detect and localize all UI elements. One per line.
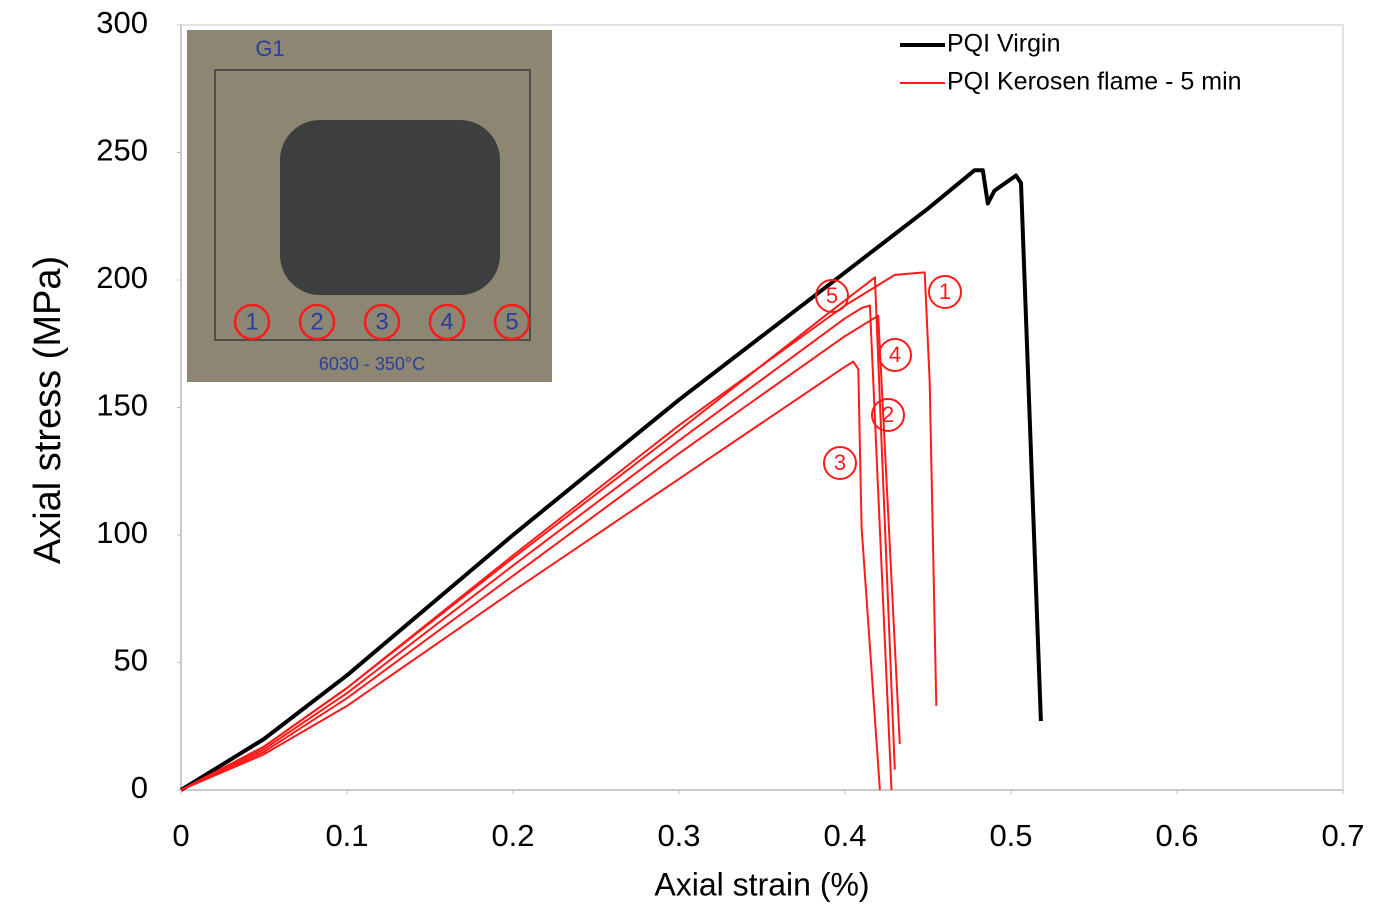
photo-label: 5 <box>505 308 518 335</box>
photo-circle <box>493 303 531 341</box>
photo-label: 4 <box>440 308 453 335</box>
y-tick-label: 200 <box>96 260 148 295</box>
photo-circle <box>298 303 336 341</box>
photo-circle <box>428 303 466 341</box>
y-tick-label: 300 <box>96 5 148 40</box>
photo-top-text: G1 <box>255 36 284 61</box>
curve-label: 5 <box>826 283 838 308</box>
y-tick-label: 250 <box>96 133 148 168</box>
y-axis-label: Axial stress (MPa) <box>27 256 69 564</box>
curve-label-circle <box>928 275 962 309</box>
y-tick-label: 100 <box>96 515 148 550</box>
curve-label-circle <box>871 398 905 432</box>
x-tick-label: 0.1 <box>325 818 368 853</box>
photo-outline <box>214 69 531 341</box>
photo-label: 3 <box>375 308 388 335</box>
y-tick-label: 0 <box>131 770 148 805</box>
y-tick-label: 50 <box>114 643 148 678</box>
photo-circle <box>233 303 271 341</box>
x-axis-label: Axial strain (%) <box>654 866 869 902</box>
x-tick-label: 0.3 <box>657 818 700 853</box>
data-line <box>180 304 893 791</box>
curve-label-circle <box>815 279 849 313</box>
photo-circle <box>363 303 401 341</box>
legend-label: PQI Kerosen flame - 5 min <box>947 68 1242 96</box>
photo-bottom-text: 6030 - 350°C <box>319 354 425 374</box>
legend-label: PQI Virgin <box>947 30 1060 58</box>
x-tick-label: 0.4 <box>823 818 866 853</box>
x-tick-label: 0 <box>172 818 189 853</box>
curve-label: 1 <box>939 279 951 304</box>
x-tick-label: 0.6 <box>1155 818 1198 853</box>
photo-burn-area <box>280 120 500 295</box>
data-line <box>179 168 1043 792</box>
curve-label: 4 <box>889 342 901 367</box>
data-line <box>180 314 901 791</box>
curve-label: 2 <box>882 402 894 427</box>
y-tick-label: 150 <box>96 388 148 423</box>
inset-photo: G1 6030 - 350°C <box>187 30 552 382</box>
x-tick-label: 0.5 <box>989 818 1032 853</box>
photo-label: 1 <box>245 308 258 335</box>
data-line <box>180 360 881 791</box>
x-tick-label: 0.2 <box>491 818 534 853</box>
curve-label-circle <box>823 446 857 480</box>
curve-label: 3 <box>834 450 846 475</box>
data-line <box>180 276 896 791</box>
x-tick-label: 0.7 <box>1321 818 1364 853</box>
photo-label: 2 <box>310 308 323 335</box>
